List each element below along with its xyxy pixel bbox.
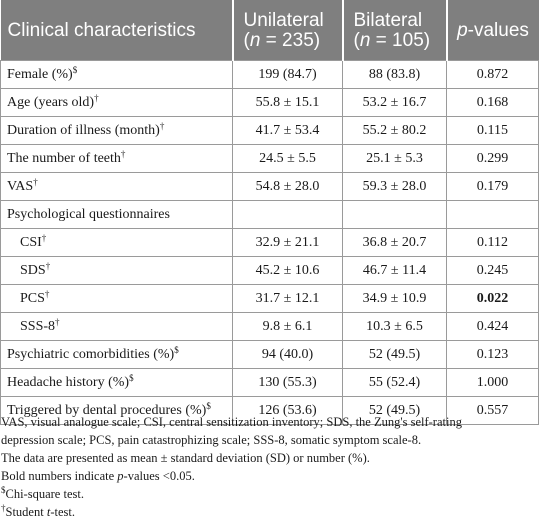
empty-cell — [342, 200, 447, 229]
cell-p-value: 0.245 — [446, 256, 539, 285]
cell-bilateral: 10.3 ± 6.5 — [342, 312, 447, 341]
row-label-vas: VAS† — [0, 172, 233, 201]
cell-p-value: 0.123 — [446, 340, 539, 369]
cell-unilateral: 54.8 ± 28.0 — [232, 172, 343, 201]
table-footnotes: VAS, visual analogue scale; CSI, central… — [1, 413, 541, 521]
row-label-pcs: PCS† — [0, 284, 233, 313]
cell-bilateral: 53.2 ± 16.7 — [342, 88, 447, 117]
cell-unilateral: 32.9 ± 21.1 — [232, 228, 343, 257]
table-body: Female (%)$ 199 (84.7) 88 (83.8) 0.872 A… — [0, 60, 539, 425]
footnote-chi-square: $Chi-square test. — [1, 485, 84, 502]
cell-unilateral: 55.8 ± 15.1 — [232, 88, 343, 117]
cell-unilateral: 31.7 ± 12.1 — [232, 284, 343, 313]
header-unilateral: Unilateral (n = 235) — [232, 0, 344, 61]
table-row: PCS† 31.7 ± 12.1 34.9 ± 10.9 0.022 — [0, 284, 539, 313]
cell-p-value: 0.557 — [446, 396, 539, 425]
cell-bilateral: 34.9 ± 10.9 — [342, 284, 447, 313]
table-row: SSS-8† 9.8 ± 6.1 10.3 ± 6.5 0.424 — [0, 312, 539, 341]
table-row: Female (%)$ 199 (84.7) 88 (83.8) 0.872 — [0, 60, 539, 89]
header-clinical-characteristics: Clinical characteristics — [0, 0, 234, 61]
row-label-female: Female (%)$ — [0, 60, 233, 89]
cell-bilateral: 55 (52.4) — [342, 368, 447, 397]
cell-p-value: 0.179 — [446, 172, 539, 201]
row-label-teeth: The number of teeth† — [0, 144, 233, 173]
cell-bilateral: 52 (49.5) — [342, 396, 447, 425]
cell-p-value: 0.115 — [446, 116, 539, 145]
cell-unilateral: 45.2 ± 10.6 — [232, 256, 343, 285]
table-row: Age (years old)† 55.8 ± 15.1 53.2 ± 16.7… — [0, 88, 539, 117]
cell-bilateral: 88 (83.8) — [342, 60, 447, 89]
cell-unilateral: 126 (53.6) — [232, 396, 343, 425]
table-row: Psychiatric comorbidities (%)$ 94 (40.0)… — [0, 340, 539, 369]
row-label-duration: Duration of illness (month)† — [0, 116, 233, 145]
table-header: Clinical characteristics Unilateral (n =… — [0, 0, 539, 61]
row-label-psychiatric-comorbidities: Psychiatric comorbidities (%)$ — [0, 340, 233, 369]
cell-bilateral: 36.8 ± 20.7 — [342, 228, 447, 257]
cell-unilateral: 9.8 ± 6.1 — [232, 312, 343, 341]
footnote-bold-meaning: Bold numbers indicate p-values <0.05. — [1, 469, 195, 483]
footnote-data-presentation: The data are presented as mean ± standar… — [1, 451, 370, 465]
table-row: VAS† 54.8 ± 28.0 59.3 ± 28.0 0.179 — [0, 172, 539, 201]
cell-p-value: 0.168 — [446, 88, 539, 117]
empty-cell — [232, 200, 343, 229]
header-row: Clinical characteristics Unilateral (n =… — [0, 0, 539, 61]
table-row: Duration of illness (month)† 41.7 ± 53.4… — [0, 116, 539, 145]
row-label-sds: SDS† — [0, 256, 233, 285]
clinical-characteristics-table: Clinical characteristics Unilateral (n =… — [0, 0, 539, 425]
cell-p-value: 0.872 — [446, 60, 539, 89]
footnote-abbreviations-1: VAS, visual analogue scale; CSI, central… — [1, 415, 462, 429]
footnote-abbreviations-2: depression scale; PCS, pain catastrophiz… — [1, 433, 422, 447]
cell-unilateral: 41.7 ± 53.4 — [232, 116, 343, 145]
cell-p-value: 0.112 — [446, 228, 539, 257]
table-row: Triggered by dental procedures (%)$ 126 … — [0, 396, 539, 425]
row-label-psychological-questionnaires: Psychological questionnaires — [0, 200, 233, 229]
row-label-sss8: SSS-8† — [0, 312, 233, 341]
table-row: The number of teeth† 24.5 ± 5.5 25.1 ± 5… — [0, 144, 539, 173]
header-p-values: p-values — [446, 0, 539, 61]
table-section-row: Psychological questionnaires — [0, 200, 539, 229]
cell-unilateral: 199 (84.7) — [232, 60, 343, 89]
cell-unilateral: 94 (40.0) — [232, 340, 343, 369]
row-label-headache-history: Headache history (%)$ — [0, 368, 233, 397]
cell-bilateral: 55.2 ± 80.2 — [342, 116, 447, 145]
cell-p-value: 1.000 — [446, 368, 539, 397]
empty-cell — [446, 200, 539, 229]
row-label-dental-procedures: Triggered by dental procedures (%)$ — [0, 396, 233, 425]
cell-unilateral: 24.5 ± 5.5 — [232, 144, 343, 173]
table-row: CSI† 32.9 ± 21.1 36.8 ± 20.7 0.112 — [0, 228, 539, 257]
cell-unilateral: 130 (55.3) — [232, 368, 343, 397]
header-bilateral: Bilateral (n = 105) — [342, 0, 448, 61]
footnote-t-test: †Student t-test. — [1, 503, 75, 520]
cell-p-value-significant: 0.022 — [446, 284, 539, 313]
cell-p-value: 0.424 — [446, 312, 539, 341]
cell-bilateral: 59.3 ± 28.0 — [342, 172, 447, 201]
cell-bilateral: 25.1 ± 5.3 — [342, 144, 447, 173]
cell-bilateral: 46.7 ± 11.4 — [342, 256, 447, 285]
row-label-age: Age (years old)† — [0, 88, 233, 117]
table-row: SDS† 45.2 ± 10.6 46.7 ± 11.4 0.245 — [0, 256, 539, 285]
row-label-csi: CSI† — [0, 228, 233, 257]
cell-p-value: 0.299 — [446, 144, 539, 173]
cell-bilateral: 52 (49.5) — [342, 340, 447, 369]
table-row: Headache history (%)$ 130 (55.3) 55 (52.… — [0, 368, 539, 397]
